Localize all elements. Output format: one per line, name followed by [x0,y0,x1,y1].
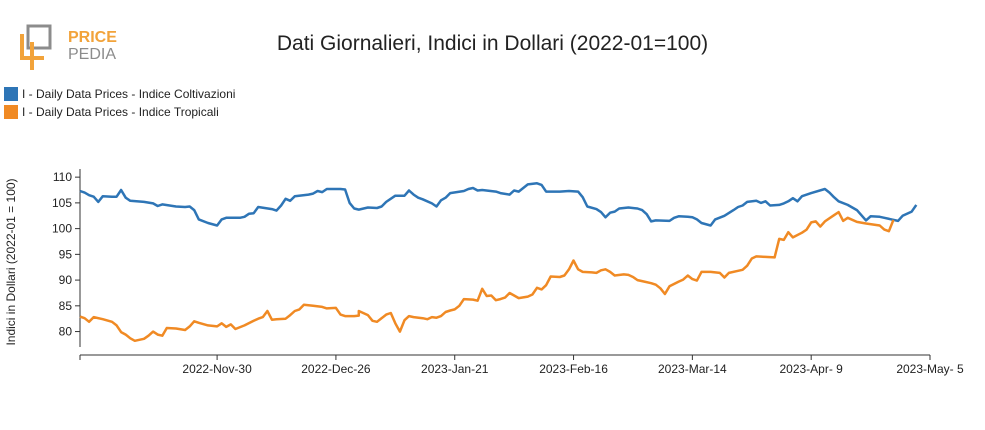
y-tick-label: 105 [52,196,72,210]
chart-title: Dati Giornalieri, Indici in Dollari (202… [276,32,709,55]
logo-line-2: PEDIA [68,46,116,63]
x-tick-label: 2023-Jan-21 [421,362,489,376]
x-tick-label: 2022-Dec-26 [301,362,371,376]
logo-mark [20,24,52,70]
series-line-2[interactable] [79,210,895,343]
x-axis: 2022-Nov-30 2022-Dec-26 2023-Jan-21 2023-Fe… [79,354,964,376]
x-tick-label: 2022-Nov-30 [182,362,252,376]
legend-item-series-2[interactable]: I - Daily Data Prices - Indice Tropicali [4,103,235,121]
legend: I - Daily Data Prices - Indice Coltivazi… [4,85,235,121]
y-tick-label: 80 [59,325,73,339]
y-axis-label: Indici in Dollari (2022-01 = 100) [4,178,18,345]
y-axis: 80 85 90 95 100 105 110 [52,169,81,347]
y-tick-label: 100 [52,222,72,236]
y-tick-label: 90 [59,273,73,287]
legend-swatch-series-2 [4,105,18,119]
series-line-1[interactable] [79,182,918,227]
y-tick-label: 110 [53,170,72,184]
legend-label-series-1: I - Daily Data Prices - Indice Coltivazi… [22,87,236,101]
series-lines [79,182,918,343]
x-tick-label: 2023-Apr- 9 [779,362,843,376]
legend-label-series-2: I - Daily Data Prices - Indice Tropicali [22,105,219,119]
x-tick-label: 2023-Feb-16 [539,362,608,376]
y-tick-label: 95 [59,247,73,261]
logo-line-1: PRICE [68,29,117,46]
y-tick-label: 85 [59,299,73,313]
pricepedia-logo: PRICE PEDIA [20,24,117,70]
legend-item-series-1[interactable]: I - Daily Data Prices - Indice Coltivazi… [4,85,235,103]
x-tick-label: 2023-May- 5 [896,362,964,376]
legend-swatch-series-1 [4,87,18,101]
x-tick-label: 2023-Mar-14 [658,362,727,376]
